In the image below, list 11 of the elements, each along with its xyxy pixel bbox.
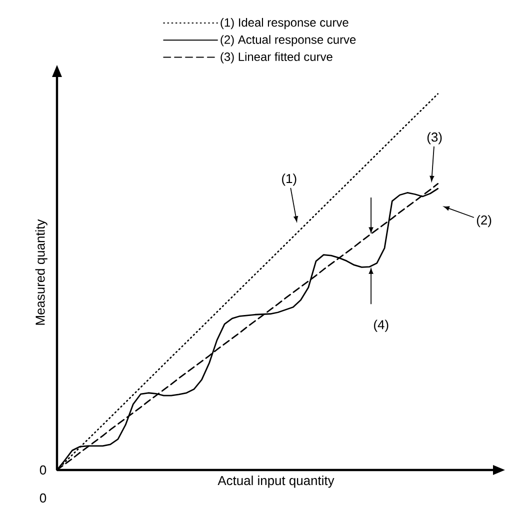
legend-label: (2) Actual response curve — [220, 35, 356, 46]
annotation: (4) — [374, 320, 388, 332]
y-axis-title: Measured quantity — [35, 219, 48, 325]
x-axis-title: Actual input quantity — [218, 476, 334, 488]
legend-label: (3) Linear fitted curve — [220, 52, 332, 64]
annotation: (1) — [282, 174, 296, 186]
text: 0 — [40, 493, 46, 503]
text: 0 — [40, 465, 46, 475]
legend-label: (1) Ideal response curve — [220, 18, 348, 30]
text: (2) — [476, 215, 492, 228]
annotation: (3) — [427, 132, 442, 144]
